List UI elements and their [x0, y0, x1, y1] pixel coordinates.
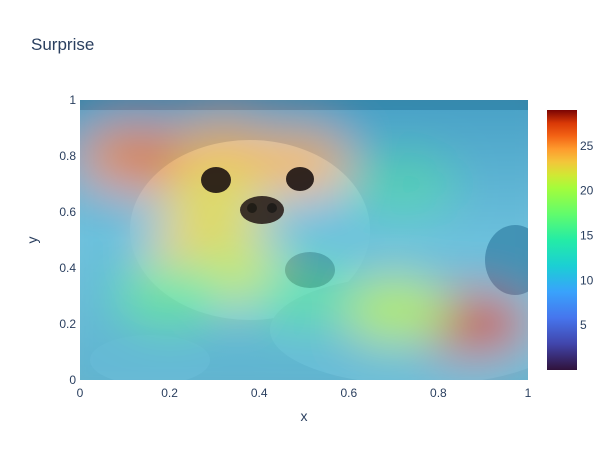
colorbar-tick-label: 10: [580, 273, 594, 287]
heatmap-base: [80, 100, 528, 380]
x-tick-label: 0.8: [430, 386, 447, 400]
x-axis-label: x: [301, 408, 308, 424]
y-tick-label: 0: [69, 373, 76, 387]
colorbar-tick-label: 20: [580, 184, 594, 198]
y-tick-label: 0.8: [59, 149, 76, 163]
colorbar-gradient: [547, 110, 577, 370]
x-tick-label: 0.2: [161, 386, 178, 400]
y-tick-label: 1: [69, 93, 76, 107]
x-tick-label: 0: [77, 386, 84, 400]
seal-face-detail: [201, 167, 314, 224]
x-tick-label: 1: [525, 386, 532, 400]
colorbar-tick-label: 25: [580, 139, 594, 153]
colorbar-tick-label: 15: [580, 229, 594, 243]
x-tick-label: 0.6: [340, 386, 357, 400]
heatmap-hotspot: [249, 262, 359, 330]
x-axis: 0 0.2 0.4 0.6 0.8 1: [77, 386, 532, 400]
plot-area: [80, 100, 528, 380]
x-tick-label: 0.4: [251, 386, 268, 400]
chart-title: Surprise: [31, 35, 94, 54]
y-tick-label: 0.2: [59, 317, 76, 331]
heatmap-layer: [80, 100, 528, 380]
y-axis: 0 0.2 0.4 0.6 0.8 1: [59, 93, 76, 387]
y-axis-label: y: [24, 237, 40, 244]
heatmap-blur-group: [80, 100, 528, 380]
heatmap-hotspot: [338, 276, 449, 344]
colorbar: 5 10 15 20 25: [547, 110, 594, 370]
colorbar-tick-label: 5: [580, 318, 587, 332]
y-tick-label: 0.6: [59, 205, 76, 219]
y-tick-label: 0.4: [59, 261, 76, 275]
heatmap-hotspot: [240, 127, 351, 196]
heatmap-hotspot: [114, 262, 225, 330]
heatmap-hotspot: [347, 150, 458, 218]
